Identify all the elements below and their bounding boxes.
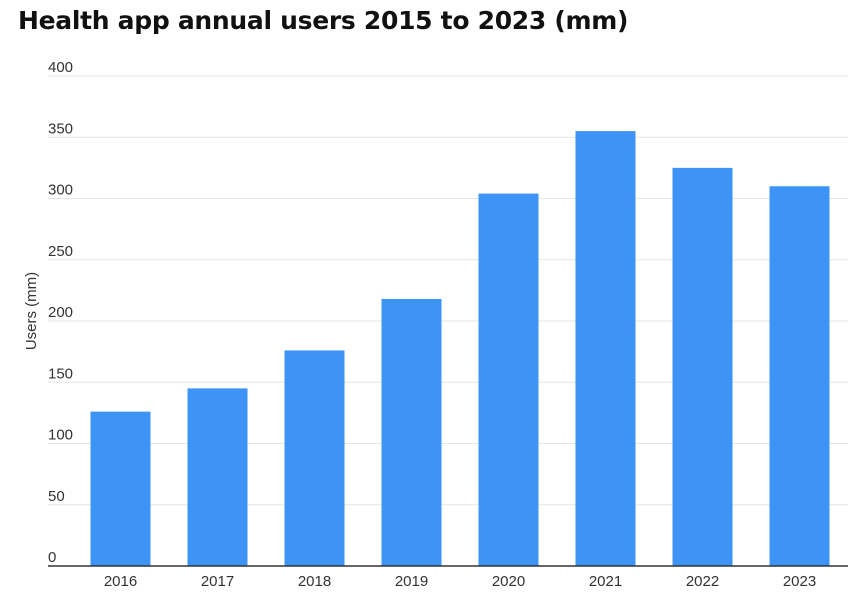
bars <box>90 131 830 566</box>
y-tick-label: 150 <box>48 365 73 382</box>
bar-2020 <box>478 193 539 566</box>
x-axis-ticks: 2016 2017 2018 2019 2020 2021 2022 2023 <box>104 573 816 590</box>
y-tick-label: 100 <box>48 427 73 444</box>
bar-2023 <box>769 186 830 566</box>
y-tick-label: 400 <box>48 59 73 76</box>
gridlines <box>48 75 848 506</box>
y-tick-label: 350 <box>48 120 73 137</box>
bar-2019 <box>381 298 442 566</box>
bar-2016 <box>90 411 151 566</box>
x-tick-label: 2021 <box>589 573 622 590</box>
chart-title: Health app annual users 2015 to 2023 (mm… <box>18 6 629 35</box>
x-tick-label: 2016 <box>104 573 137 590</box>
x-tick-label: 2017 <box>201 573 234 590</box>
y-tick-label: 250 <box>48 243 73 260</box>
y-tick-label: 300 <box>48 182 73 199</box>
bar-2021 <box>575 131 636 566</box>
x-tick-label: 2019 <box>395 573 428 590</box>
bar-2018 <box>284 350 345 566</box>
x-tick-label: 2022 <box>686 573 719 590</box>
y-axis-title: Users (mm) <box>23 272 40 350</box>
x-tick-label: 2023 <box>783 573 816 590</box>
x-tick-label: 2020 <box>492 573 525 590</box>
y-axis-ticks: 0 50 100 150 200 250 300 350 400 <box>48 59 73 566</box>
y-tick-label: 200 <box>48 304 73 321</box>
y-tick-label: 0 <box>48 549 56 566</box>
y-tick-label: 50 <box>48 488 65 505</box>
bar-2017 <box>187 388 248 566</box>
x-tick-label: 2018 <box>298 573 331 590</box>
bar-2022 <box>672 167 733 566</box>
